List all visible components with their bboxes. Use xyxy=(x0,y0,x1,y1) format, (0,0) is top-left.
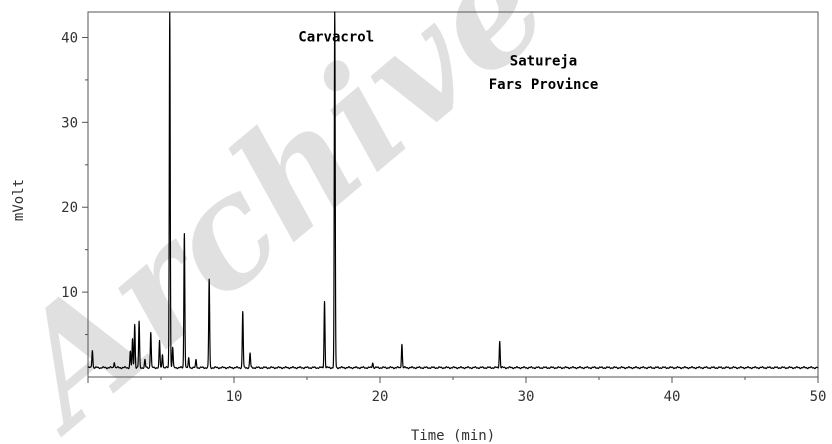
x-tick-label: 10 xyxy=(226,389,243,405)
x-tick-label: 40 xyxy=(664,389,681,405)
y-tick-label: 10 xyxy=(61,285,78,301)
annotation-fars-province: Fars Province xyxy=(489,77,599,93)
chromatogram-trace xyxy=(87,11,819,370)
x-axis: 10 20 30 40 50 xyxy=(87,377,827,405)
y-tick-label: 30 xyxy=(61,115,78,131)
x-tick-label: 50 xyxy=(810,389,827,405)
annotation-carvacrol: Carvacrol xyxy=(298,30,374,46)
x-axis-title: Time (min) xyxy=(411,428,495,444)
y-axis: 10 20 30 40 xyxy=(61,30,88,336)
y-axis-title: mVolt xyxy=(11,179,27,221)
annotation-satureja: Satureja xyxy=(510,53,577,69)
x-tick-label: 30 xyxy=(518,389,535,405)
x-tick-label: 20 xyxy=(372,389,389,405)
y-tick-label: 20 xyxy=(61,200,78,216)
y-tick-label: 40 xyxy=(61,30,78,46)
